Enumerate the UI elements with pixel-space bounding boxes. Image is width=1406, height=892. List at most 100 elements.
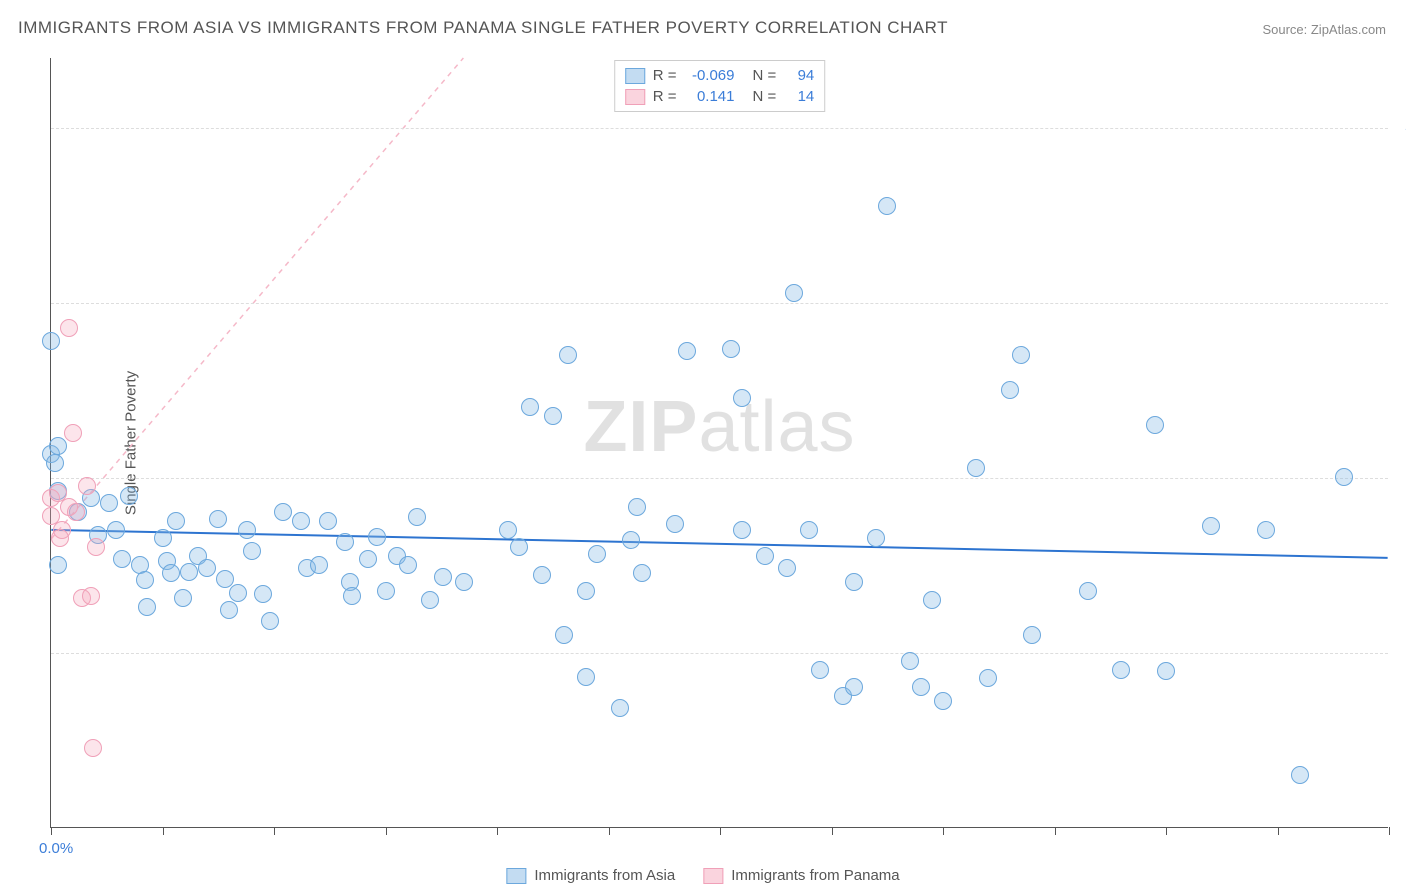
data-point	[923, 591, 941, 609]
data-point	[292, 512, 310, 530]
legend-r-label: R =	[653, 67, 677, 84]
data-point	[399, 556, 417, 574]
data-point	[785, 284, 803, 302]
data-point	[46, 454, 64, 472]
legend-n-label: N =	[753, 67, 777, 84]
x-tick	[1389, 827, 1390, 835]
data-point	[666, 515, 684, 533]
legend-item: Immigrants from Panama	[703, 867, 899, 884]
data-point	[878, 197, 896, 215]
data-point	[136, 571, 154, 589]
legend-swatch	[625, 68, 645, 84]
legend-n-value: 14	[784, 88, 814, 105]
data-point	[368, 528, 386, 546]
legend-item: Immigrants from Asia	[506, 867, 675, 884]
data-point	[274, 503, 292, 521]
legend-label: Immigrants from Panama	[731, 867, 899, 884]
data-point	[1335, 468, 1353, 486]
correlation-legend: R = -0.069 N = 94 R = 0.141 N = 14	[614, 60, 826, 112]
data-point	[100, 494, 118, 512]
x-tick	[1166, 827, 1167, 835]
y-tick-label: 40.0%	[1393, 120, 1406, 137]
data-point	[559, 346, 577, 364]
legend-row: R = 0.141 N = 14	[625, 86, 815, 107]
data-point	[319, 512, 337, 530]
data-point	[60, 319, 78, 337]
data-point	[1202, 517, 1220, 535]
data-point	[229, 584, 247, 602]
data-point	[521, 398, 539, 416]
legend-n-label: N =	[753, 88, 777, 105]
data-point	[633, 564, 651, 582]
data-point	[967, 459, 985, 477]
data-point	[67, 503, 85, 521]
x-tick	[609, 827, 610, 835]
legend-r-label: R =	[653, 88, 677, 105]
x-tick	[1278, 827, 1279, 835]
data-point	[336, 533, 354, 551]
x-tick	[720, 827, 721, 835]
data-point	[310, 556, 328, 574]
data-point	[84, 739, 102, 757]
x-tick	[832, 827, 833, 835]
gridline	[51, 478, 1388, 479]
data-point	[678, 342, 696, 360]
data-point	[1023, 626, 1041, 644]
data-point	[800, 521, 818, 539]
data-point	[120, 487, 138, 505]
data-point	[113, 550, 131, 568]
data-point	[845, 678, 863, 696]
x-tick	[1055, 827, 1056, 835]
x-tick	[386, 827, 387, 835]
data-point	[577, 668, 595, 686]
data-point	[811, 661, 829, 679]
legend-r-value: -0.069	[685, 67, 735, 84]
data-point	[733, 389, 751, 407]
data-point	[162, 564, 180, 582]
data-point	[577, 582, 595, 600]
y-tick-label: 30.0%	[1393, 295, 1406, 312]
legend-r-value: 0.141	[685, 88, 735, 105]
data-point	[51, 529, 69, 547]
data-point	[1012, 346, 1030, 364]
data-point	[1257, 521, 1275, 539]
data-point	[979, 669, 997, 687]
x-tick	[497, 827, 498, 835]
data-point	[934, 692, 952, 710]
x-tick	[274, 827, 275, 835]
x-tick	[943, 827, 944, 835]
data-point	[343, 587, 361, 605]
data-point	[455, 573, 473, 591]
gridline	[51, 303, 1388, 304]
data-point	[499, 521, 517, 539]
data-point	[254, 585, 272, 603]
data-point	[510, 538, 528, 556]
data-point	[377, 582, 395, 600]
legend-swatch	[625, 89, 645, 105]
data-point	[1079, 582, 1097, 600]
plot-area: Single Father Poverty ZIPatlas R =-0.069…	[50, 58, 1388, 828]
data-point	[778, 559, 796, 577]
data-point	[49, 437, 67, 455]
chart-title: IMMIGRANTS FROM ASIA VS IMMIGRANTS FROM …	[18, 18, 948, 38]
data-point	[216, 570, 234, 588]
data-point	[42, 332, 60, 350]
data-point	[154, 529, 172, 547]
y-tick-label: 10.0%	[1393, 645, 1406, 662]
legend-n-value: 94	[784, 67, 814, 84]
data-point	[78, 477, 96, 495]
data-point	[867, 529, 885, 547]
data-point	[243, 542, 261, 560]
data-point	[82, 587, 100, 605]
data-point	[1112, 661, 1130, 679]
data-point	[408, 508, 426, 526]
data-point	[107, 521, 125, 539]
data-point	[611, 699, 629, 717]
trend-line	[51, 58, 463, 539]
y-tick-label: 20.0%	[1393, 470, 1406, 487]
data-point	[845, 573, 863, 591]
legend-label: Immigrants from Asia	[534, 867, 675, 884]
data-point	[901, 652, 919, 670]
data-point	[722, 340, 740, 358]
data-point	[1001, 381, 1019, 399]
